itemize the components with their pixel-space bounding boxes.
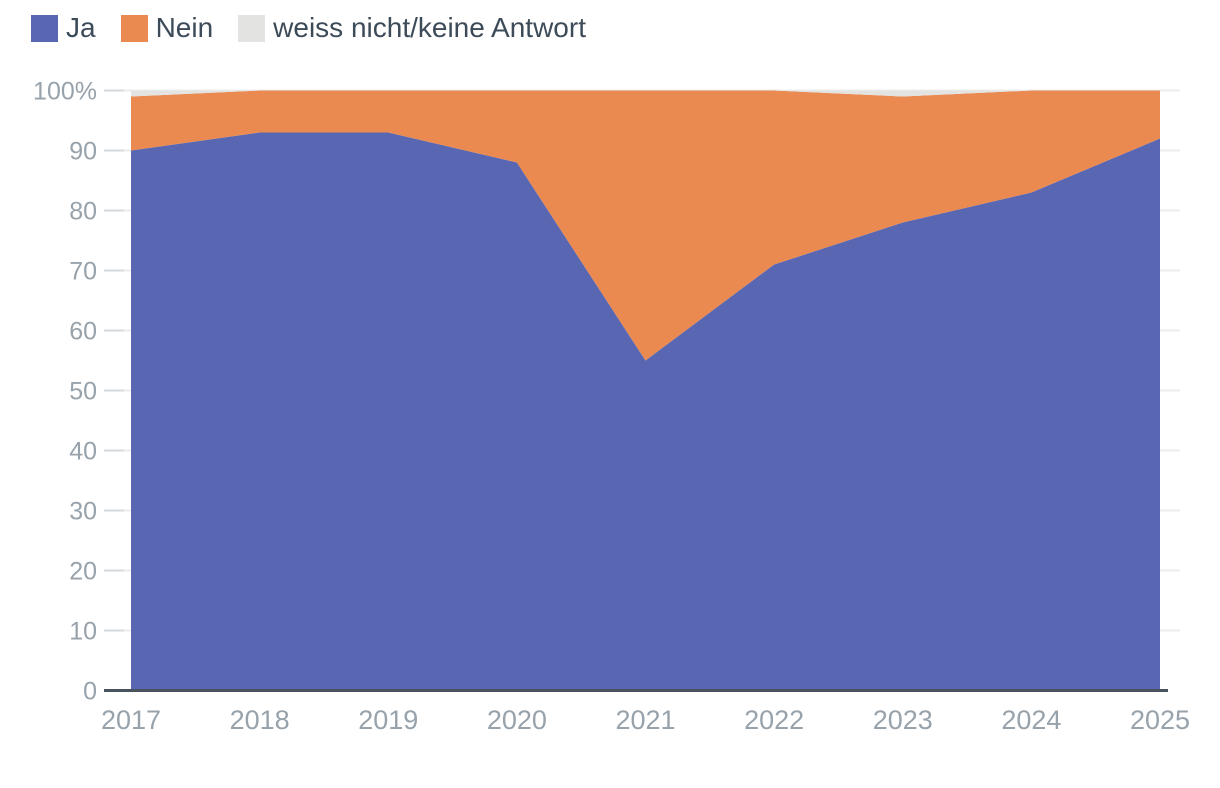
legend-label-nein: Nein xyxy=(155,12,214,43)
xtick-label-2023: 2023 xyxy=(873,705,933,735)
chart-legend: Ja Nein weiss nicht/keine Antwort xyxy=(31,14,586,42)
legend-swatch-nein xyxy=(120,14,148,42)
xtick-label-2022: 2022 xyxy=(744,705,804,735)
legend-item-nein: Nein xyxy=(120,12,214,43)
legend-item-ja: Ja xyxy=(31,14,96,42)
ytick-label-0: 0 xyxy=(83,678,97,706)
xtick-label-2024: 2024 xyxy=(1001,705,1061,735)
ytick-label-50: 50 xyxy=(69,378,97,406)
ytick-label-40: 40 xyxy=(69,438,97,466)
ytick-label-70: 70 xyxy=(69,258,97,286)
area-weiss-nicht-keine-antwort xyxy=(131,90,1160,97)
ytick-label-20: 20 xyxy=(69,558,97,586)
xtick-label-2021: 2021 xyxy=(615,705,675,735)
xtick-label-2025: 2025 xyxy=(1130,705,1190,735)
ytick-label-100: 100% xyxy=(33,78,97,106)
legend-label-ja: Ja xyxy=(66,12,96,43)
ytick-label-90: 90 xyxy=(69,138,97,166)
ytick-label-60: 60 xyxy=(69,318,97,346)
xtick-label-2019: 2019 xyxy=(358,705,418,735)
xtick-label-2017: 2017 xyxy=(101,705,161,735)
ytick-label-80: 80 xyxy=(69,198,97,226)
ytick-label-10: 10 xyxy=(69,618,97,646)
legend-swatch-weiss-nicht xyxy=(238,14,266,42)
xtick-label-2020: 2020 xyxy=(487,705,547,735)
legend-label-weiss-nicht: weiss nicht/keine Antwort xyxy=(273,12,586,43)
xtick-label-2018: 2018 xyxy=(230,705,290,735)
area-nein xyxy=(131,90,1160,361)
legend-item-weiss-nicht: weiss nicht/keine Antwort xyxy=(238,14,586,42)
legend-swatch-ja xyxy=(31,14,58,42)
ytick-label-30: 30 xyxy=(69,498,97,526)
area-ja xyxy=(131,132,1160,691)
